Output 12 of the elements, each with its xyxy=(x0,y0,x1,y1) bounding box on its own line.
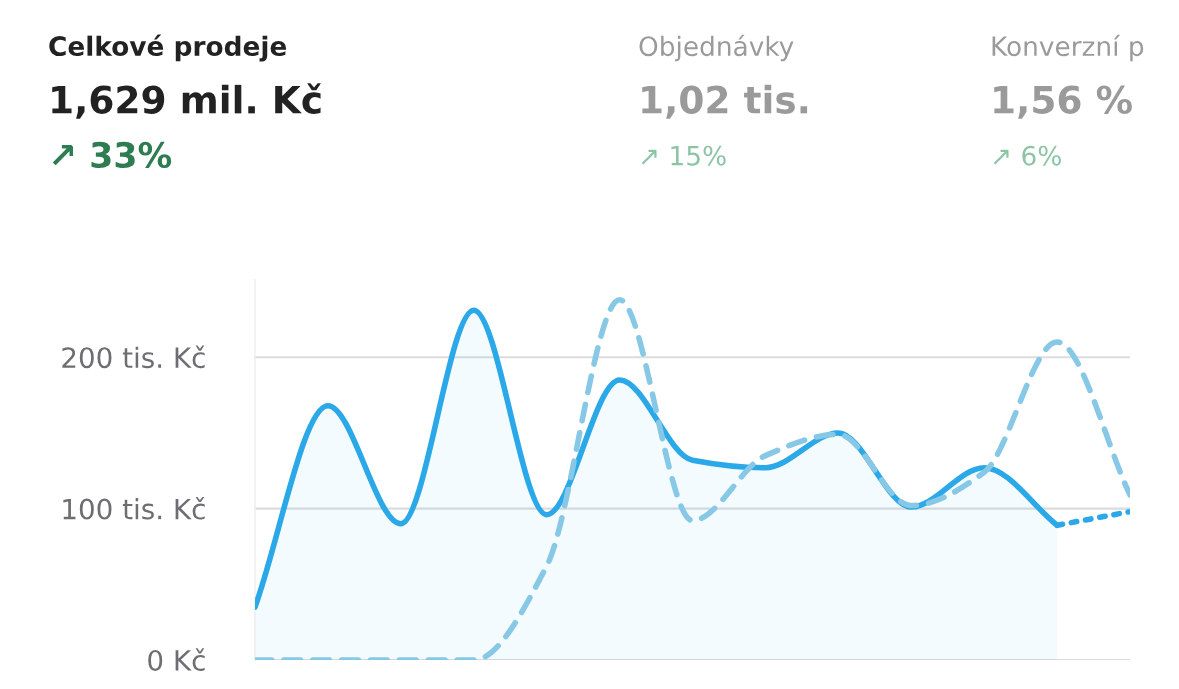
y-tick-label: 200 tis. Kč xyxy=(62,345,205,369)
text: Objednávky xyxy=(639,34,794,62)
y-tick-label: 0 Kč xyxy=(148,648,205,671)
text: Konverzní p xyxy=(992,34,1144,62)
text: 1,02 tis. xyxy=(642,84,808,119)
text: ↗ 33% xyxy=(52,141,172,169)
text: Celkové prodeje xyxy=(49,34,287,62)
text: ↗ 15% xyxy=(641,145,726,166)
text: ↗ 6% xyxy=(993,145,1061,166)
text: 1,56 % xyxy=(994,85,1132,119)
y-tick-label: 100 tis. Kč xyxy=(63,496,205,520)
text: 1,629 mil. Kč xyxy=(52,83,321,119)
